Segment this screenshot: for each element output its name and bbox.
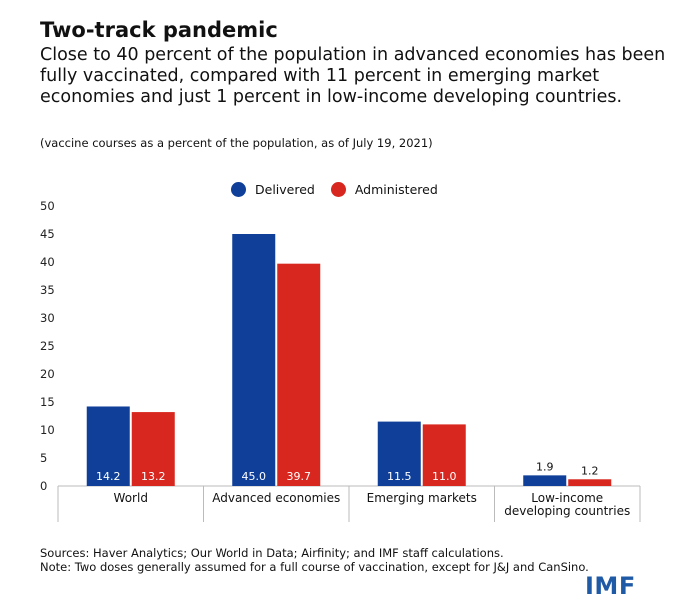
y-tick-label: 40 (40, 255, 55, 269)
x-category-label: Emerging markets (367, 491, 477, 505)
data-label: 1.9 (536, 460, 554, 473)
legend-swatch-delivered (231, 182, 246, 197)
bar-administered (131, 412, 175, 486)
chart-title: Two-track pandemic (40, 18, 278, 42)
y-tick-label: 35 (40, 283, 55, 297)
data-label: 14.2 (96, 470, 121, 483)
y-tick-label: 0 (40, 479, 47, 493)
legend-label-delivered: Delivered (255, 182, 315, 197)
bar-chart: 0 5 10 15 20 25 30 35 40 45 50 14.2 13.2 World 45.0 39.… (40, 199, 641, 522)
bar-delivered (377, 421, 421, 486)
data-label: 1.2 (581, 464, 599, 477)
chart-footer: Sources: Haver Analytics; Our World in D… (40, 546, 589, 574)
data-label: 11.0 (432, 470, 457, 483)
y-tick-label: 5 (40, 451, 47, 465)
y-tick-label: 50 (40, 199, 55, 213)
x-category-label: Advanced economies (212, 491, 340, 505)
y-tick-label: 15 (40, 395, 55, 409)
x-category-label: Low-income (531, 491, 603, 505)
chart-legend: Delivered Administered (231, 182, 454, 197)
chart-units-note: (vaccine courses as a percent of the pop… (40, 136, 433, 150)
legend-swatch-administered (330, 182, 346, 197)
data-label: 39.7 (287, 470, 312, 483)
y-tick-label: 20 (40, 367, 55, 381)
bar-administered (422, 424, 466, 486)
bar-administered (568, 479, 612, 486)
data-label: 11.5 (387, 470, 412, 483)
legend-label-administered: Administered (354, 182, 438, 197)
data-label: 45.0 (242, 470, 267, 483)
bar-delivered (86, 406, 130, 486)
y-tick-label: 45 (40, 227, 55, 241)
sources-text: Sources: Haver Analytics; Our World in D… (40, 546, 504, 560)
legend-item-delivered: Delivered (231, 182, 315, 197)
legend-item-administered: Administered (330, 182, 438, 197)
y-tick-label: 10 (40, 423, 55, 437)
y-tick-label: 30 (40, 311, 55, 325)
bar-delivered (523, 475, 567, 486)
bar-delivered (232, 234, 276, 486)
chart-subtitle: Close to 40 percent of the population in… (40, 45, 666, 107)
footnote-text: Note: Two doses generally assumed for a … (40, 560, 589, 574)
imf-logo: IMF (585, 572, 636, 600)
bar-administered (277, 263, 321, 486)
y-tick-label: 25 (40, 339, 55, 353)
x-category-label: developing countries (504, 504, 630, 518)
x-category-label: World (114, 491, 148, 505)
data-label: 13.2 (141, 470, 166, 483)
